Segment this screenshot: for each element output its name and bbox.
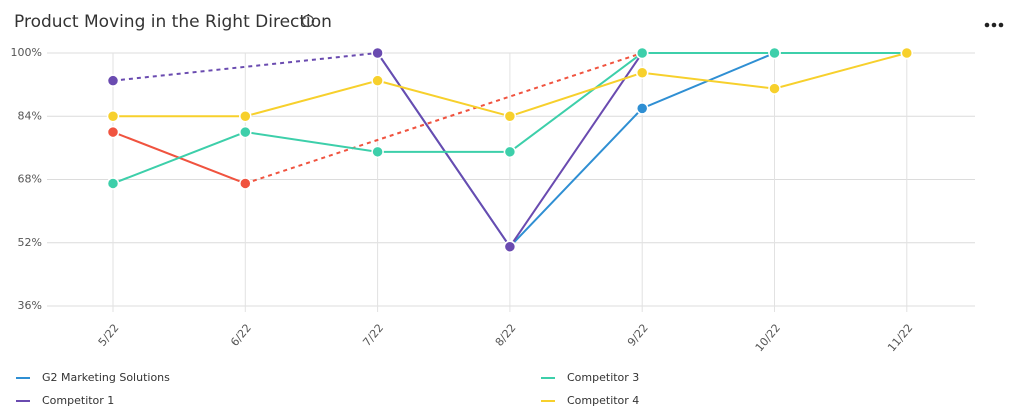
y-tick-label: 100% xyxy=(11,46,42,59)
data-point xyxy=(635,46,649,60)
legend-label: Competitor 4 xyxy=(567,394,639,407)
data-point xyxy=(106,110,120,123)
data-point xyxy=(106,74,120,87)
x-tick-label: 8/22 xyxy=(493,322,519,349)
info-icon[interactable] xyxy=(301,14,315,28)
data-point xyxy=(635,102,649,115)
legend-label: G2 Marketing Solutions xyxy=(42,371,170,384)
data-point xyxy=(106,177,120,190)
data-point xyxy=(239,110,252,123)
chart-title: Product Moving in the Right Direction xyxy=(14,12,332,32)
data-point xyxy=(371,145,384,159)
gap-connector xyxy=(244,52,643,185)
y-tick-label: 68% xyxy=(18,173,42,186)
data-point xyxy=(503,240,517,253)
x-tick-label: 11/22 xyxy=(885,322,915,355)
data-point xyxy=(239,125,252,139)
x-tick-label: 7/22 xyxy=(360,322,386,349)
x-tick-label: 9/22 xyxy=(625,322,651,349)
data-point xyxy=(371,74,384,87)
data-point xyxy=(768,46,781,60)
x-tick-label: 10/22 xyxy=(753,322,783,355)
data-point xyxy=(371,46,384,60)
y-tick-label: 52% xyxy=(18,236,42,249)
more-menu[interactable] xyxy=(984,22,1004,28)
data-point xyxy=(635,66,649,80)
x-tick-label: 6/22 xyxy=(228,322,254,349)
data-point xyxy=(503,110,517,123)
y-tick-label: 36% xyxy=(18,299,42,312)
data-point xyxy=(106,125,120,139)
legend-label: Competitor 1 xyxy=(42,394,114,407)
data-point xyxy=(503,145,517,159)
data-point xyxy=(239,177,252,190)
x-tick-label: 5/22 xyxy=(96,322,122,349)
y-tick-label: 84% xyxy=(18,109,42,122)
data-point xyxy=(900,46,914,60)
data-point xyxy=(768,82,781,95)
legend-label: Competitor 3 xyxy=(567,371,639,384)
